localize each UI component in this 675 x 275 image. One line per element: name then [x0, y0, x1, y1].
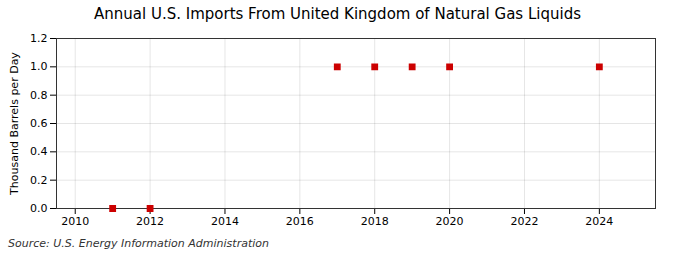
- svg-text:2012: 2012: [136, 215, 164, 228]
- svg-text:2024: 2024: [585, 215, 613, 228]
- svg-text:0.2: 0.2: [30, 174, 48, 187]
- svg-text:1.2: 1.2: [30, 32, 48, 45]
- svg-text:2018: 2018: [361, 215, 389, 228]
- svg-text:2014: 2014: [211, 215, 239, 228]
- html-text:Annual U.S. Imports From Unite: Annual U.S. Imports From United Kingdom …: [94, 5, 581, 23]
- html-text:Source: U.S. Energy Informatio: Source: U.S. Energy Information Administ…: [8, 237, 269, 250]
- svg-text:2010: 2010: [61, 215, 89, 228]
- svg-text:Thousand Barrels per Day: Thousand Barrels per Day: [8, 52, 21, 196]
- svg-text:0.6: 0.6: [30, 117, 48, 130]
- svg-text:2022: 2022: [510, 215, 538, 228]
- svg-text:0.4: 0.4: [30, 145, 48, 158]
- svg-text:0.0: 0.0: [30, 202, 48, 215]
- svg-text:0.8: 0.8: [30, 89, 48, 102]
- svg-text:2016: 2016: [286, 215, 314, 228]
- svg-text:1.0: 1.0: [30, 60, 48, 73]
- svg-text:2020: 2020: [436, 215, 464, 228]
